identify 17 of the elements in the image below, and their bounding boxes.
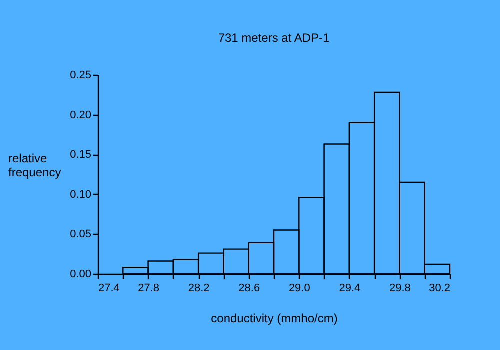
y-tick-label: 0.10 — [70, 188, 92, 201]
y-tick-label: 0.00 — [70, 268, 92, 280]
chart-title: 731 meters at ADP-1 — [218, 31, 330, 45]
x-tick-label: 28.2 — [188, 282, 210, 294]
y-tick-label: 0.05 — [70, 228, 92, 241]
x-tick-label: 29.0 — [288, 282, 310, 294]
y-tick-label: 0.15 — [70, 149, 92, 162]
x-tick-label: 27.4 — [98, 282, 120, 294]
x-tick-label: 29.4 — [339, 282, 361, 294]
x-tick-label: 28.6 — [238, 282, 260, 294]
x-tick-label: 27.8 — [138, 282, 160, 294]
y-tick-label: 0.25 — [70, 70, 92, 82]
y-axis-title: relative frequency — [8, 152, 62, 180]
x-tick-label: 29.8 — [390, 282, 411, 294]
x-axis-title: conductivity (mmho/cm) — [211, 312, 338, 326]
x-tick-label: 30.2 — [429, 282, 450, 294]
y-tick-label: 0.20 — [70, 109, 92, 122]
